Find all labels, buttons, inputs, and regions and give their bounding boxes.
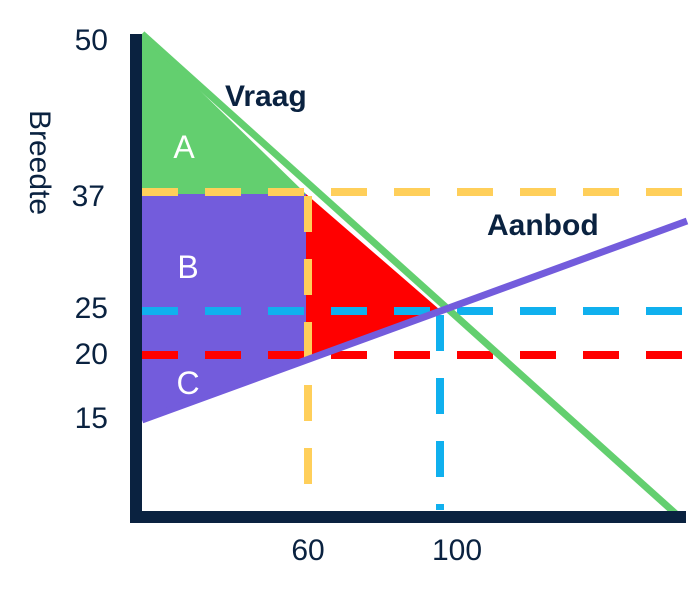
- supply-label: Aanbod: [487, 209, 599, 242]
- y-tick-37: 37: [72, 180, 105, 213]
- demand-line: [139, 31, 679, 517]
- area-c-label: C: [176, 365, 199, 401]
- y-tick-25: 25: [75, 292, 108, 325]
- y-tick-20: 20: [75, 338, 108, 371]
- area-a-label: A: [173, 129, 195, 165]
- x-tick-60: 60: [291, 534, 324, 567]
- y-tick-15: 15: [75, 402, 108, 435]
- supply-line: [140, 217, 689, 424]
- demand-label: Vraag: [225, 80, 307, 113]
- area-b-label: B: [177, 249, 198, 285]
- deadweight-triangle: [306, 194, 440, 359]
- x-tick-100: 100: [432, 534, 482, 567]
- y-tick-50: 50: [75, 24, 108, 57]
- y-axis-label: Breedte: [23, 110, 56, 215]
